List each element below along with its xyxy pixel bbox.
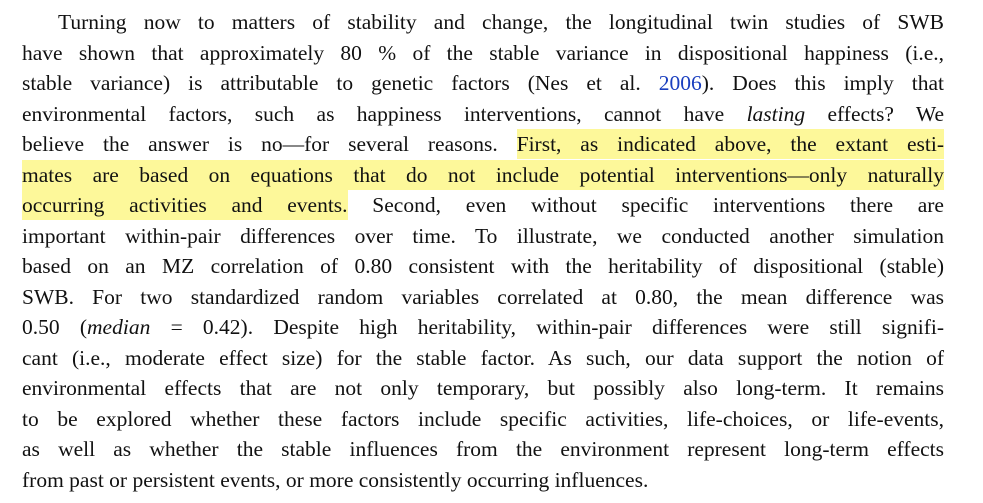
text-line: environmental factors, such as happiness… — [22, 99, 944, 130]
text: environmental factors, such as happiness… — [22, 101, 747, 126]
text-line: occurring activities and events. Second,… — [22, 190, 944, 221]
text-line: 0.50 (median = 0.42). Despite high herit… — [22, 312, 944, 343]
text-line: mates are based on equations that do not… — [22, 159, 944, 191]
text: Second, even without specific interventi… — [347, 193, 944, 217]
citation-link[interactable]: 2006 — [658, 71, 702, 95]
text-line: believe the answer is no—for several rea… — [22, 129, 944, 160]
text: as well as whether the stable influences… — [22, 437, 944, 461]
highlighted-text: occurring activities and events. — [22, 190, 348, 220]
text: stable variance) is attributable to gene… — [22, 71, 659, 95]
text: believe the answer is no—for several rea… — [22, 132, 517, 156]
text: have shown that approximately 80 % of th… — [22, 40, 944, 65]
text: Turning now to matters of stability and … — [58, 10, 944, 34]
text: ). Does this imply that — [701, 71, 945, 95]
text: cant (i.e., moderate effect size) for th… — [22, 345, 944, 370]
italic-text: median — [87, 315, 151, 339]
italic-text: lasting — [746, 101, 806, 126]
text-line: Turning now to matters of stability and … — [22, 7, 944, 38]
text-line: stable variance) is attributable to gene… — [22, 68, 944, 99]
highlighted-text: mates are based on equations that do not… — [22, 159, 944, 190]
text: based on an MZ correlation of 0.80 consi… — [22, 254, 944, 278]
text: important within-pair differences over t… — [22, 223, 944, 248]
text: to be explored whether these factors inc… — [22, 406, 944, 431]
text: = 0.42). Despite high heritability, with… — [150, 315, 944, 339]
text: effects? We — [805, 101, 944, 126]
text-line: based on an MZ correlation of 0.80 consi… — [22, 251, 944, 282]
text-line: from past or persistent events, or more … — [22, 465, 944, 496]
text: from past or persistent events, or more … — [22, 467, 649, 492]
text-line: cant (i.e., moderate effect size) for th… — [22, 343, 944, 374]
text: 0.50 ( — [22, 315, 88, 339]
text-line: to be explored whether these factors inc… — [22, 404, 944, 435]
text-line: important within-pair differences over t… — [22, 221, 944, 252]
highlighted-text: First, as indicated above, the extant es… — [516, 129, 944, 159]
text-line: as well as whether the stable influences… — [22, 434, 944, 465]
text-line: SWB. For two standardized random variabl… — [22, 282, 944, 313]
text: environmental effects that are not only … — [22, 376, 944, 400]
text-line: environmental effects that are not only … — [22, 373, 944, 404]
text: SWB. For two standardized random variabl… — [22, 284, 944, 309]
text-line: have shown that approximately 80 % of th… — [22, 38, 944, 69]
paragraph: Turning now to matters of stability and … — [22, 7, 944, 495]
